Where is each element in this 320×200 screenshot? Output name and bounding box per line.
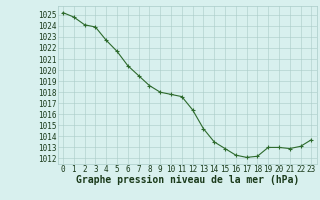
X-axis label: Graphe pression niveau de la mer (hPa): Graphe pression niveau de la mer (hPa)	[76, 175, 299, 185]
